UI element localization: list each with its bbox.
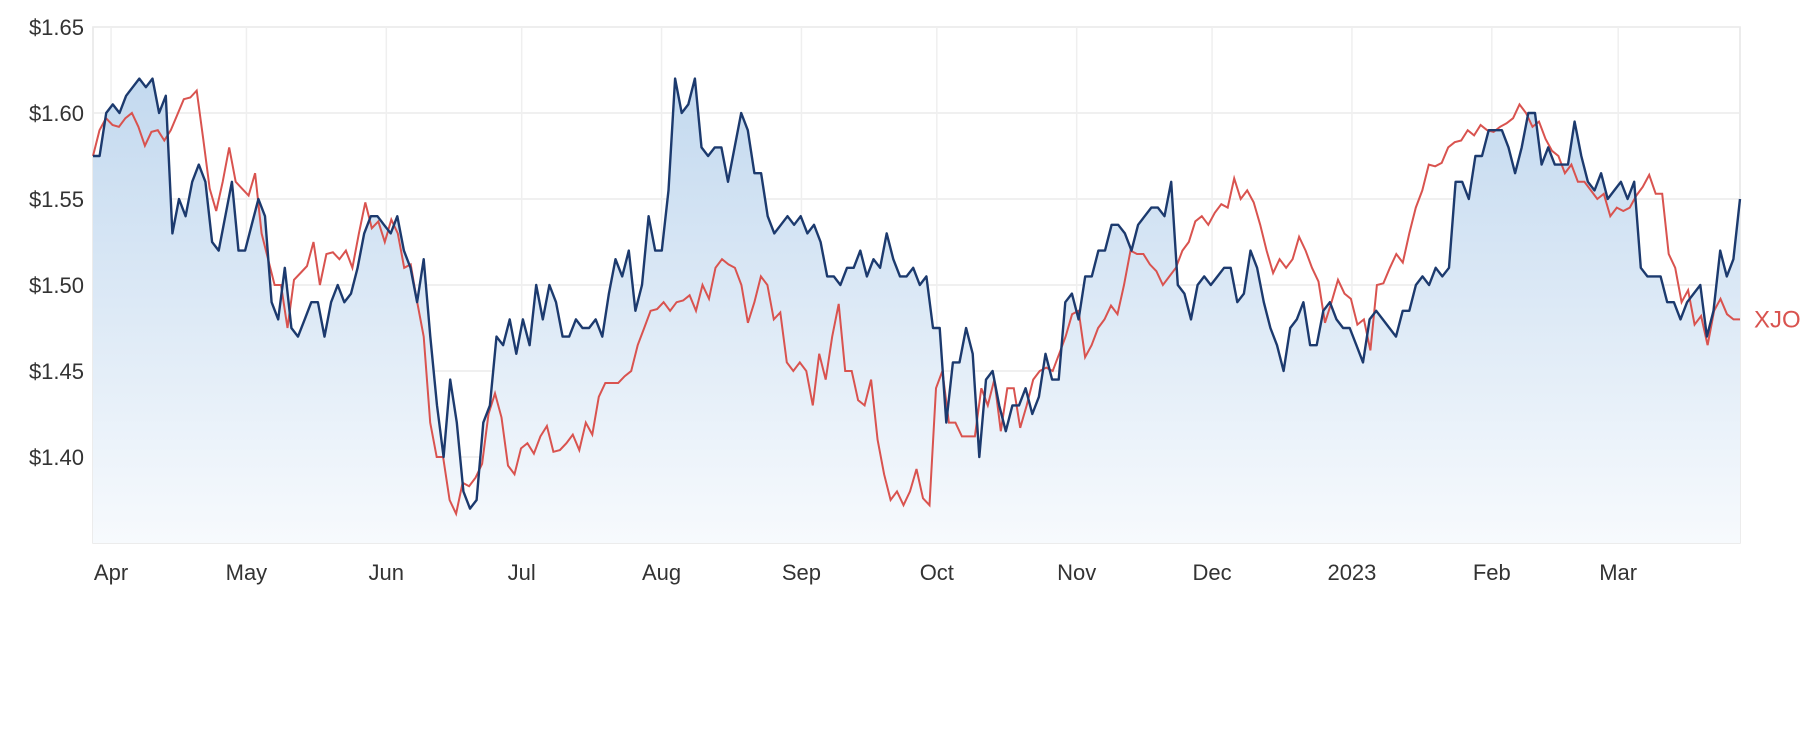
x-tick-label: Jun — [369, 560, 404, 585]
x-tick-label: Feb — [1473, 560, 1511, 585]
y-tick-label: $1.50 — [29, 273, 84, 298]
y-tick-label: $1.60 — [29, 101, 84, 126]
x-tick-label: May — [226, 560, 268, 585]
xjo-series-label: XJO — [1754, 306, 1801, 333]
stock-area-fill — [93, 78, 1740, 543]
x-tick-label: Nov — [1057, 560, 1096, 585]
x-tick-label: Dec — [1192, 560, 1231, 585]
x-tick-label: Mar — [1599, 560, 1637, 585]
stock-price-line — [93, 77, 1742, 510]
y-tick-label: $1.40 — [29, 445, 84, 470]
x-tick-label: Apr — [94, 560, 128, 585]
xjo-index-line — [92, 88, 1740, 517]
y-tick-label: $1.45 — [29, 359, 84, 384]
x-tick-label: Jul — [508, 560, 536, 585]
x-tick-label: Sep — [782, 560, 821, 585]
y-tick-label: $1.55 — [29, 187, 84, 212]
x-tick-label: 2023 — [1327, 560, 1376, 585]
x-tick-label: Oct — [920, 560, 954, 585]
x-tick-label: Aug — [642, 560, 681, 585]
y-tick-label: $1.65 — [29, 15, 84, 40]
